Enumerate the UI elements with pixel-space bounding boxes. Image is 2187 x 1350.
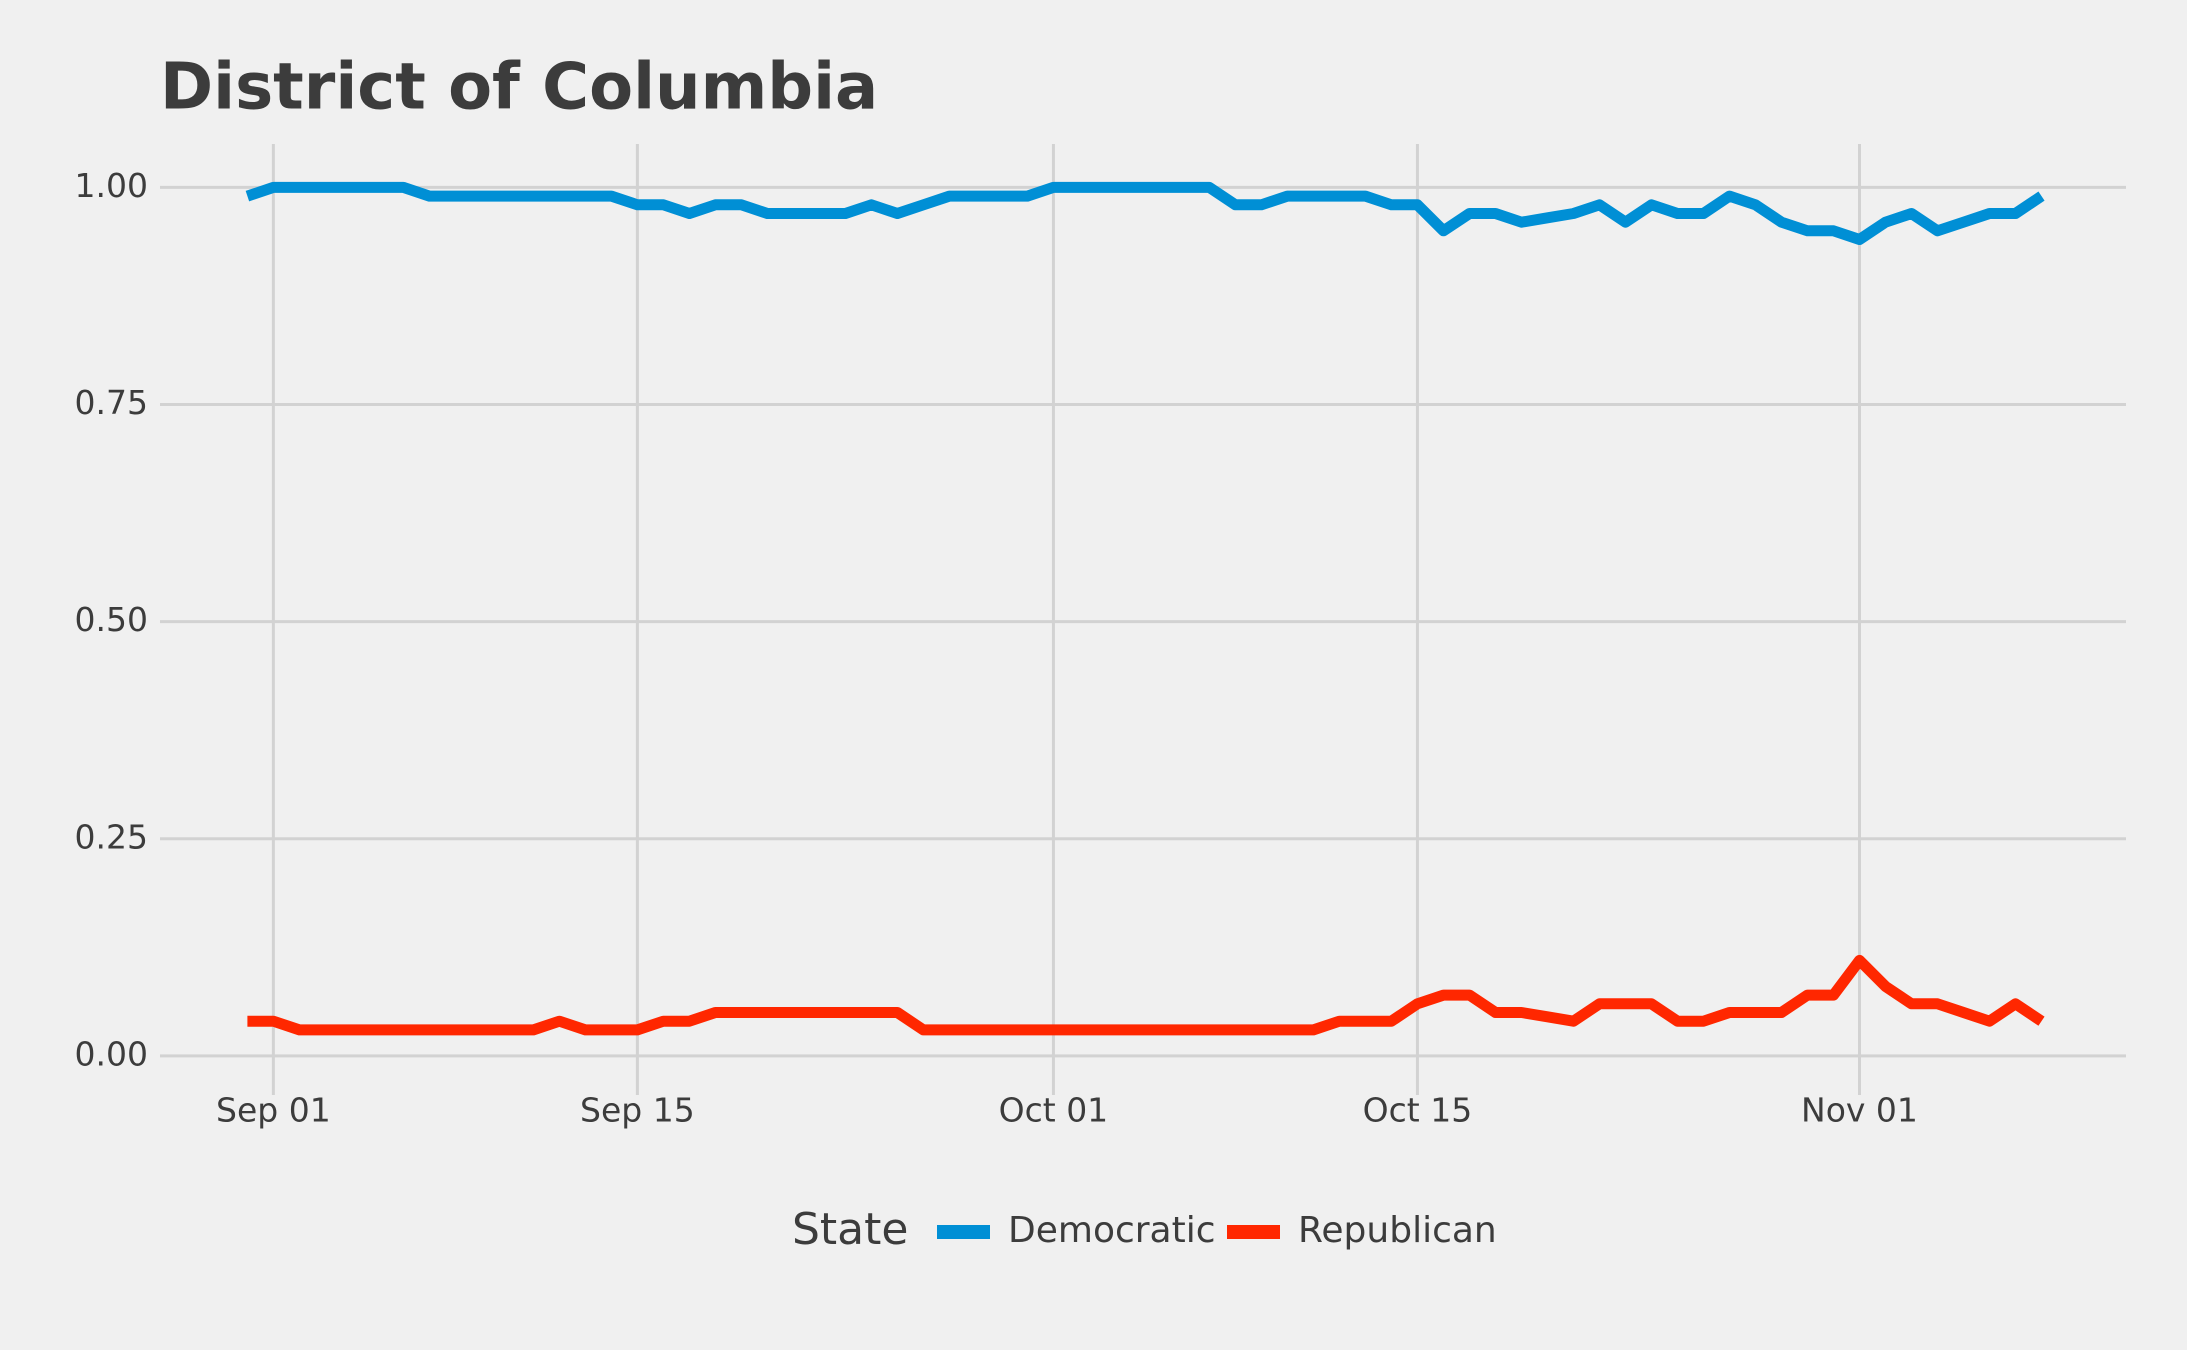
legend-label: Republican xyxy=(1298,1210,1497,1251)
y-tick-label: 1.00 xyxy=(75,166,148,205)
legend-title: State xyxy=(792,1204,908,1255)
y-tick-label: 0.00 xyxy=(75,1034,148,1073)
x-tick-label: Nov 01 xyxy=(1801,1091,1918,1130)
x-tick-label: Sep 15 xyxy=(580,1091,695,1130)
chart-title: District of Columbia xyxy=(160,51,878,125)
y-tick-label: 0.50 xyxy=(75,600,148,639)
legend-key xyxy=(937,1225,990,1239)
y-tick-label: 0.75 xyxy=(75,383,148,422)
legend-key xyxy=(1227,1225,1280,1239)
line xyxy=(247,954,2045,1036)
x-tick-label: Sep 01 xyxy=(216,1091,331,1130)
line xyxy=(245,181,2045,245)
y-tick-label: 0.25 xyxy=(75,817,148,856)
x-tick-label: Oct 15 xyxy=(1363,1091,1473,1130)
legend-label: Democratic xyxy=(1008,1210,1216,1251)
x-tick-label: Oct 01 xyxy=(999,1091,1109,1130)
